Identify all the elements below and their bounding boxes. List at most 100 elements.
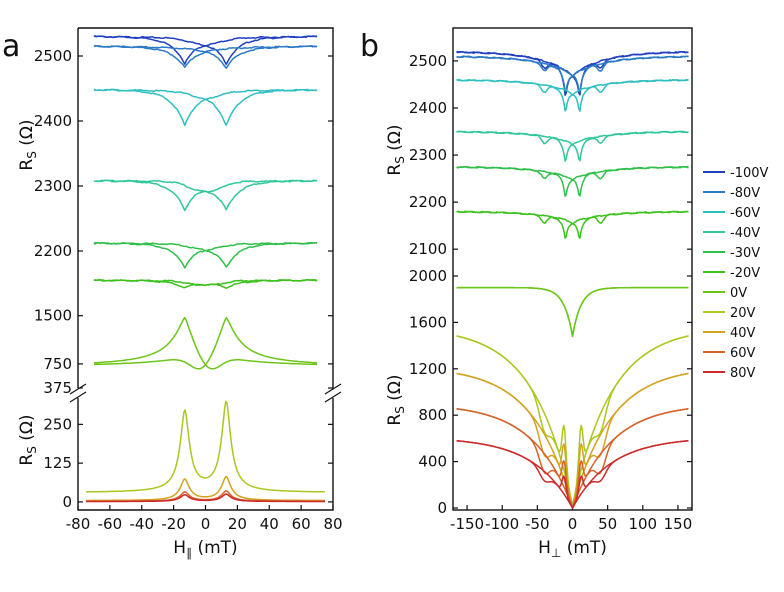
curve-b--30V-down xyxy=(456,165,689,197)
y-tick-label: 800 xyxy=(418,406,447,424)
curve-b-0V-down xyxy=(456,286,689,338)
curve-b--20V-up xyxy=(456,210,689,239)
y-tick-label: 2000 xyxy=(409,267,447,285)
x-tick-label: 50 xyxy=(598,515,617,533)
legend-label: 20V xyxy=(730,306,756,321)
y-tick-label: 750 xyxy=(43,355,72,373)
y-tick-label: 0 xyxy=(62,493,72,511)
curve-a--20V-down xyxy=(93,278,318,289)
x-tick-label: 80 xyxy=(323,515,342,533)
curve-a--40V-down xyxy=(93,179,318,212)
legend-label: 60V xyxy=(730,346,756,361)
curve-a--30V-up xyxy=(93,241,318,268)
axis-break-mark xyxy=(324,383,342,403)
panel-b-label: b xyxy=(360,29,379,64)
y-tick-label: 2200 xyxy=(34,242,72,260)
curve-b--60V-down xyxy=(456,78,689,112)
panel-b-frame xyxy=(452,27,693,511)
legend-item: -60V xyxy=(703,206,760,221)
x-tick-label: -20 xyxy=(161,515,186,533)
curve-b-40V-down xyxy=(456,372,689,508)
y-tick-label: 2300 xyxy=(34,177,72,195)
y-tick-label: 2400 xyxy=(34,112,72,130)
x-axis-label: H⊥ (mT) xyxy=(538,538,607,560)
legend-item: 0V xyxy=(703,286,747,301)
legend-item: 80V xyxy=(703,366,756,381)
curve-b--80V-down xyxy=(456,55,689,93)
curve-a-20V xyxy=(86,400,325,493)
x-tick-label: -50 xyxy=(525,515,550,533)
curve-b-20V-up xyxy=(456,335,689,507)
curve-a--100V-down xyxy=(93,35,318,65)
y-tick-label: 375 xyxy=(43,379,72,397)
y-tick-label: 2300 xyxy=(409,146,447,164)
y-tick-label: 2500 xyxy=(409,52,447,70)
legend-label: -40V xyxy=(730,226,760,241)
legend-label: -30V xyxy=(730,246,760,261)
x-tick-label: 20 xyxy=(228,515,247,533)
y-tick-label: 0 xyxy=(437,499,447,517)
legend: -100V -80V -60V -40V -30V -20V 0V 20V 40V 60V 80V xyxy=(703,166,769,381)
legend-item: 20V xyxy=(703,306,756,321)
y-tick-label: 2500 xyxy=(34,47,72,65)
x-tick-label: 60 xyxy=(292,515,311,533)
curve-b--30V-up xyxy=(456,165,689,197)
legend-item: 60V xyxy=(703,346,756,361)
y-tick-label: 2200 xyxy=(409,193,447,211)
y-tick-label: 400 xyxy=(418,453,447,471)
curve-a-0V-up xyxy=(93,316,318,370)
curve-a--40V-up xyxy=(93,179,318,211)
curve-b--20V-down xyxy=(456,210,689,239)
curve-b-40V-up xyxy=(456,372,689,508)
curve-a--60V-up xyxy=(93,88,318,126)
legend-label: 0V xyxy=(730,286,747,301)
curve-b--40V-up xyxy=(456,130,689,162)
y-axis-label-upper: RS (Ω) xyxy=(385,124,407,175)
legend-label: 40V xyxy=(730,326,756,341)
legend-item: 40V xyxy=(703,326,756,341)
y-axis-label-lower: RS (Ω) xyxy=(17,414,39,465)
y-tick-label: 1600 xyxy=(409,313,447,331)
legend-label: -80V xyxy=(730,186,760,201)
axis-break-mark xyxy=(69,383,87,403)
y-tick-label: 2400 xyxy=(409,99,447,117)
x-axis-label: H∥ (mT) xyxy=(173,538,237,560)
curve-a-80V xyxy=(86,493,325,503)
y-axis-label-upper: RS (Ω) xyxy=(17,119,39,170)
x-tick-label: -40 xyxy=(130,515,155,533)
legend-label: -100V xyxy=(730,166,769,181)
curve-b--80V-up xyxy=(456,55,689,93)
curve-a--100V-up xyxy=(93,35,318,66)
curve-b--40V-down xyxy=(456,130,689,162)
y-tick-label: 1500 xyxy=(34,307,72,325)
legend-item: -40V xyxy=(703,226,760,241)
curve-a-40V xyxy=(86,475,325,502)
legend-label: -60V xyxy=(730,206,760,221)
x-tick-label: 0 xyxy=(201,515,211,533)
legend-item: -20V xyxy=(703,266,760,281)
curve-b-0V-up xyxy=(456,286,689,338)
curve-b-20V-down xyxy=(456,335,689,507)
x-tick-label: -80 xyxy=(66,515,91,533)
y-tick-label: 2100 xyxy=(409,240,447,258)
panel-a-chart: -80 -60 -40 -20 0 20 40 60 80 H∥ (mT) 2200 2300 2400… xyxy=(17,27,343,560)
x-tick-label: 100 xyxy=(628,515,657,533)
panel-a-label: a xyxy=(2,29,20,64)
x-tick-label: 40 xyxy=(260,515,279,533)
x-tick-label: -100 xyxy=(485,515,519,533)
curve-b-80V-down xyxy=(456,440,689,509)
curve-a--80V-down xyxy=(93,45,318,68)
curve-b-60V-up xyxy=(456,408,689,509)
x-tick-label: 150 xyxy=(664,515,693,533)
curve-a--60V-down xyxy=(93,88,318,127)
curve-a-0V-down xyxy=(93,316,318,370)
y-tick-label: 250 xyxy=(43,415,72,433)
curve-a--80V-up xyxy=(93,44,318,69)
legend-item: -30V xyxy=(703,246,760,261)
x-tick-label: -150 xyxy=(450,515,484,533)
legend-label: -20V xyxy=(730,266,760,281)
curve-a--30V-down xyxy=(93,241,318,269)
curve-b-80V-up xyxy=(456,440,689,509)
x-tick-label: -60 xyxy=(98,515,123,533)
